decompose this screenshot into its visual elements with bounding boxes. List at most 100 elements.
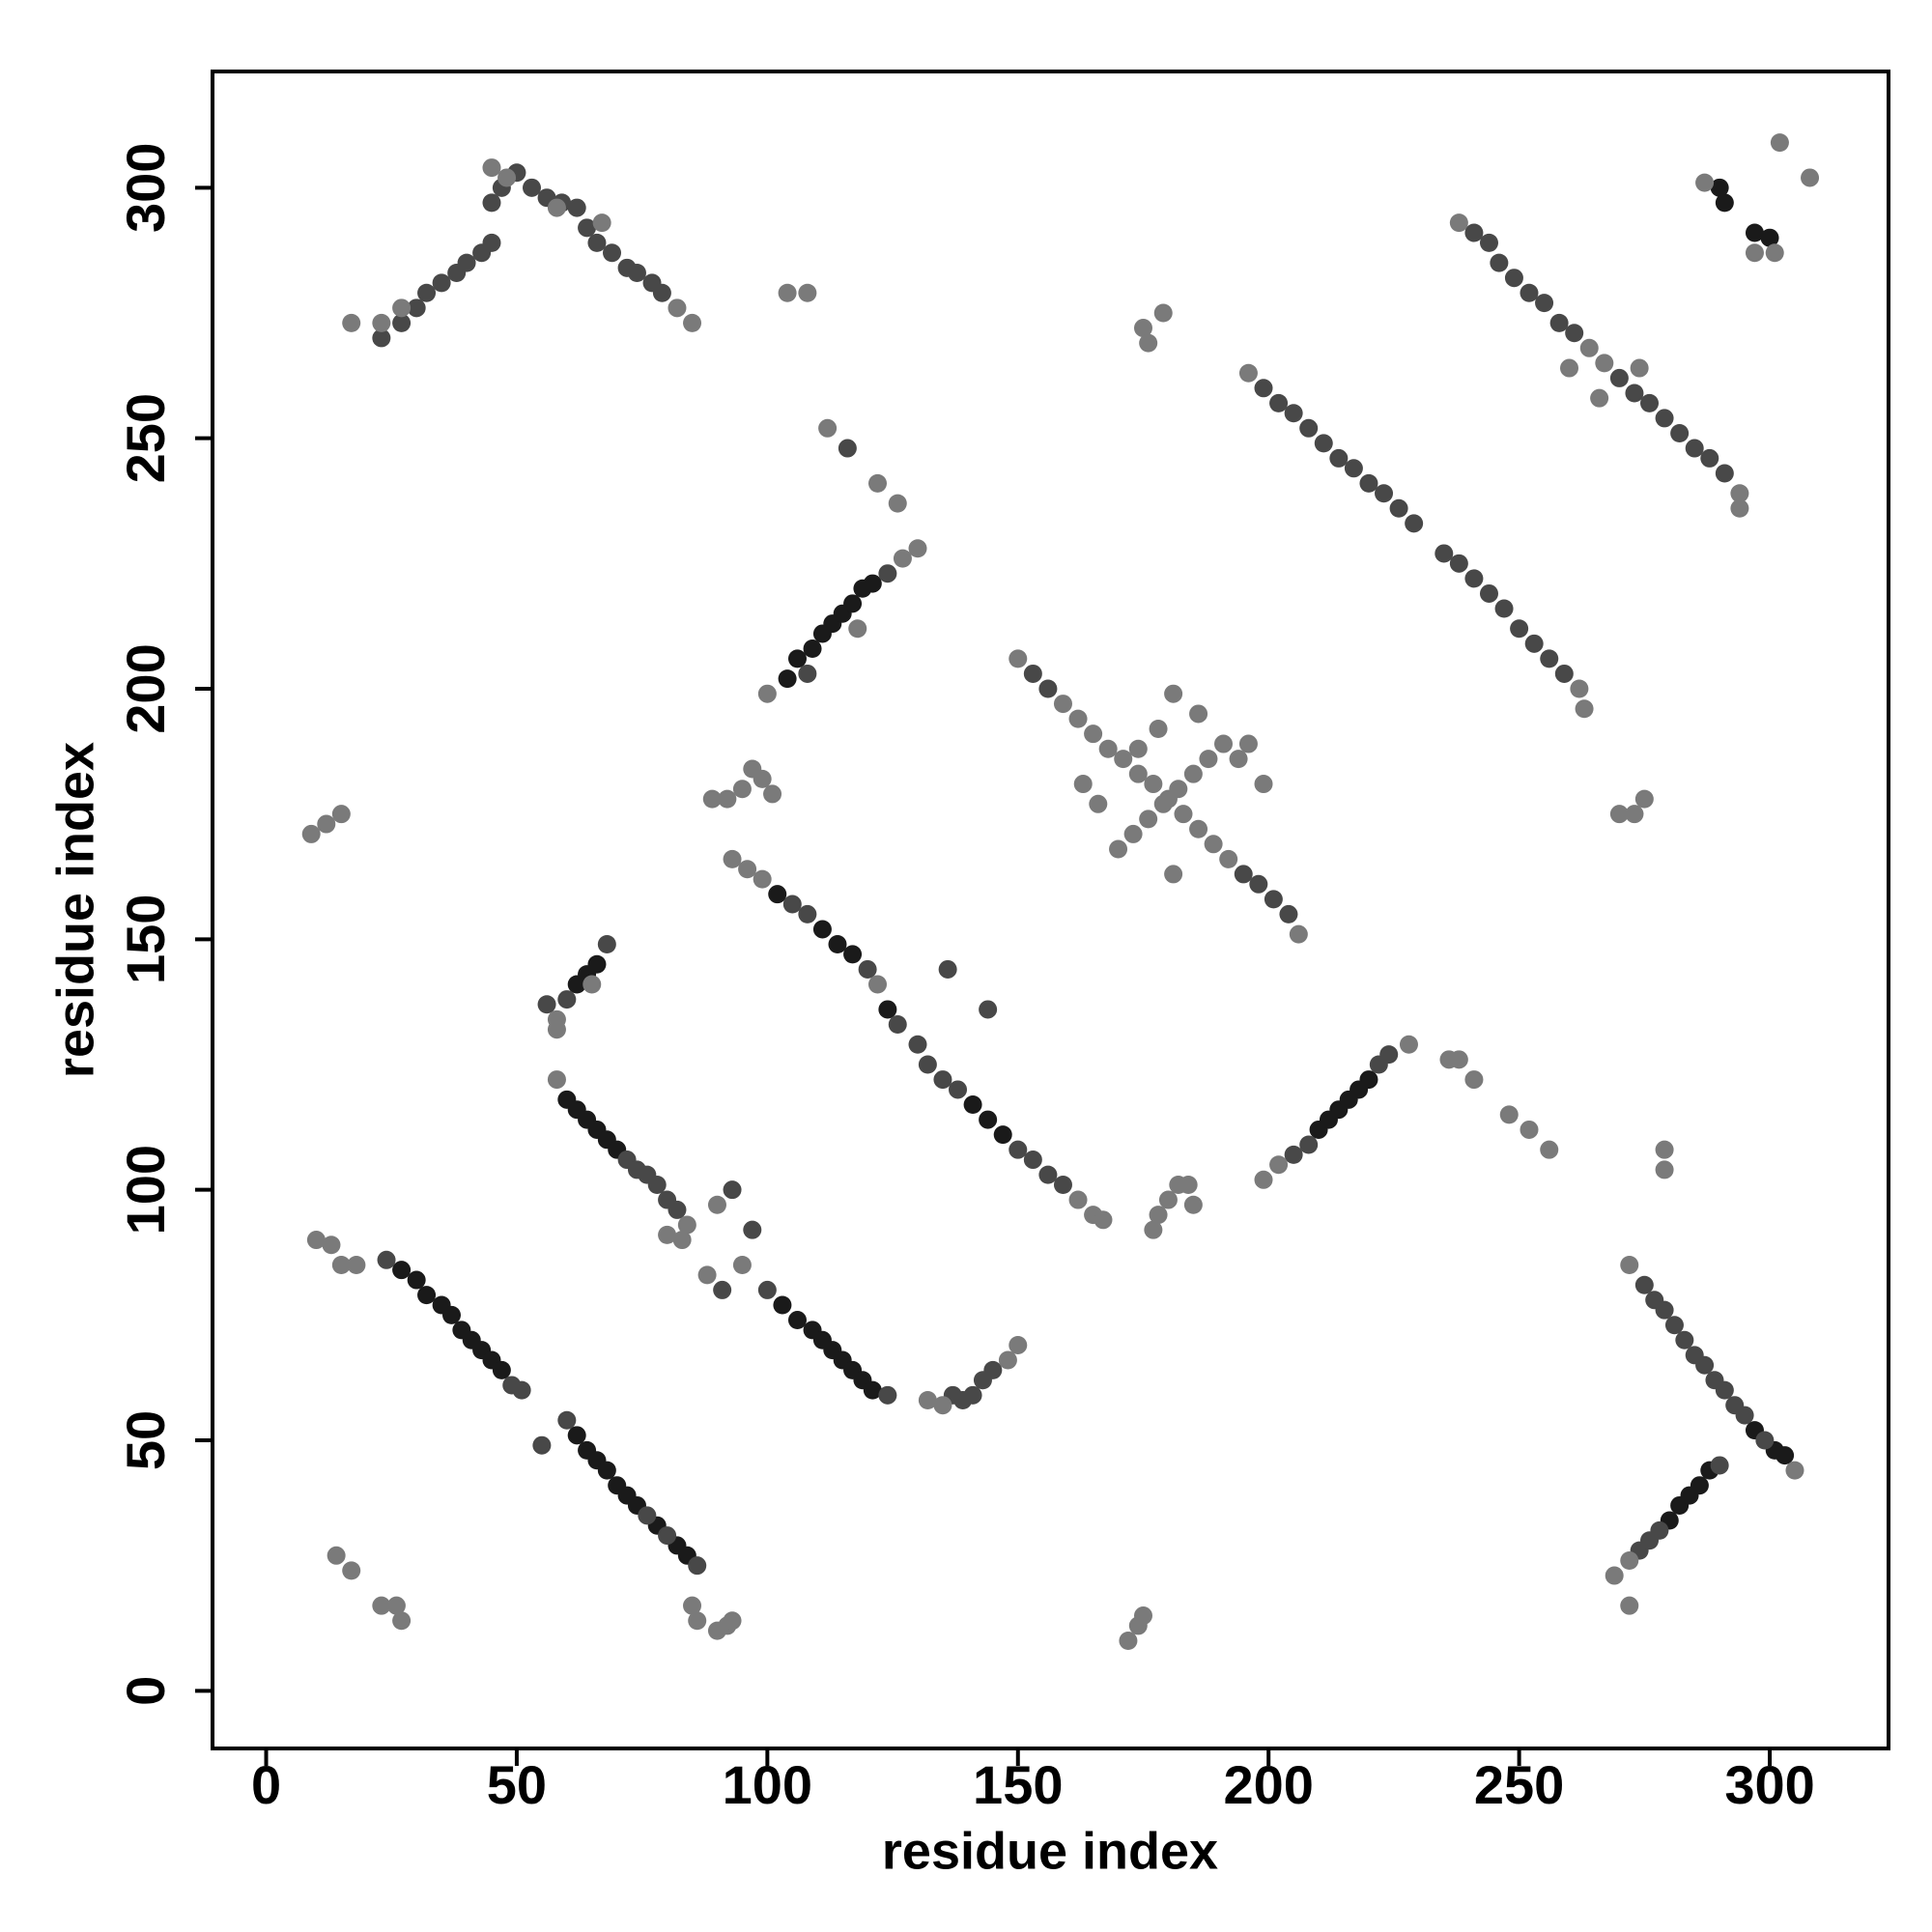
y-tick-label: 250 bbox=[115, 393, 176, 483]
point bbox=[652, 283, 671, 302]
point bbox=[1219, 849, 1238, 868]
point bbox=[868, 473, 888, 493]
point bbox=[753, 869, 772, 889]
point bbox=[1520, 283, 1539, 302]
y-tick-label: 300 bbox=[115, 143, 176, 233]
point bbox=[1770, 133, 1789, 153]
point bbox=[537, 995, 556, 1014]
point bbox=[1254, 1170, 1273, 1189]
point bbox=[372, 1596, 391, 1615]
point bbox=[417, 1286, 437, 1305]
point bbox=[1139, 333, 1158, 353]
point bbox=[1490, 253, 1509, 272]
x-tick-label: 150 bbox=[973, 1754, 1063, 1815]
point bbox=[1375, 484, 1394, 503]
point bbox=[1745, 223, 1764, 242]
point bbox=[578, 218, 597, 238]
point bbox=[763, 784, 782, 804]
point bbox=[532, 1435, 552, 1455]
point bbox=[1068, 709, 1088, 728]
point bbox=[1238, 734, 1258, 753]
point bbox=[372, 313, 391, 332]
point bbox=[377, 1250, 396, 1269]
point bbox=[868, 975, 888, 994]
point bbox=[482, 233, 501, 252]
point bbox=[557, 990, 577, 1009]
point bbox=[1510, 619, 1529, 639]
point bbox=[1009, 649, 1028, 668]
point bbox=[567, 198, 586, 217]
point bbox=[672, 1231, 692, 1250]
point bbox=[1213, 734, 1233, 753]
point bbox=[1634, 789, 1654, 809]
y-tick-label: 150 bbox=[115, 895, 176, 984]
y-tick-label: 100 bbox=[115, 1145, 176, 1235]
point bbox=[1098, 739, 1118, 758]
point bbox=[1183, 1195, 1203, 1214]
point bbox=[979, 1110, 998, 1129]
point bbox=[1119, 1631, 1138, 1650]
point bbox=[372, 328, 391, 348]
point bbox=[738, 860, 757, 879]
point bbox=[1620, 1255, 1639, 1274]
point bbox=[1329, 448, 1349, 468]
point bbox=[1089, 794, 1108, 813]
point bbox=[1084, 724, 1103, 744]
point bbox=[798, 283, 817, 302]
point bbox=[1038, 679, 1058, 698]
point bbox=[863, 1380, 882, 1400]
point bbox=[1690, 1476, 1709, 1495]
point bbox=[963, 1385, 982, 1405]
point bbox=[1715, 1380, 1734, 1400]
point bbox=[1776, 1446, 1795, 1465]
point bbox=[1664, 1316, 1684, 1335]
point bbox=[983, 1360, 1003, 1379]
point bbox=[1625, 805, 1644, 824]
point bbox=[1595, 354, 1614, 373]
point bbox=[1540, 1140, 1559, 1159]
y-tick-label: 200 bbox=[115, 643, 176, 733]
point bbox=[1094, 1210, 1113, 1230]
x-tick-label: 50 bbox=[487, 1754, 547, 1815]
point bbox=[858, 959, 877, 979]
point bbox=[342, 1561, 361, 1580]
point bbox=[1128, 764, 1148, 783]
point bbox=[1149, 1206, 1168, 1225]
point bbox=[908, 1035, 927, 1054]
point bbox=[1128, 739, 1148, 758]
point bbox=[843, 594, 863, 613]
point bbox=[1379, 1045, 1399, 1065]
point bbox=[1264, 890, 1283, 909]
point bbox=[1299, 1135, 1319, 1154]
point bbox=[457, 253, 476, 272]
point bbox=[331, 805, 351, 824]
point bbox=[1199, 750, 1218, 769]
point bbox=[1630, 358, 1649, 378]
point bbox=[547, 198, 566, 217]
point bbox=[908, 539, 927, 558]
point bbox=[1169, 780, 1188, 799]
point bbox=[757, 684, 777, 703]
point bbox=[773, 1295, 792, 1315]
point bbox=[1269, 393, 1289, 412]
point bbox=[1535, 294, 1554, 313]
point bbox=[1655, 409, 1674, 428]
point bbox=[1164, 865, 1183, 884]
point bbox=[688, 1556, 707, 1576]
point bbox=[392, 313, 412, 332]
point bbox=[1389, 498, 1408, 518]
point bbox=[592, 213, 611, 233]
point bbox=[597, 935, 616, 954]
point bbox=[1685, 439, 1704, 458]
point bbox=[1760, 228, 1779, 247]
point bbox=[1038, 1165, 1058, 1184]
point bbox=[1204, 835, 1223, 854]
point bbox=[757, 1280, 777, 1299]
point bbox=[1183, 764, 1203, 783]
point bbox=[1710, 178, 1729, 197]
point bbox=[1149, 719, 1168, 738]
point bbox=[1009, 1335, 1028, 1354]
point bbox=[798, 664, 817, 683]
point bbox=[1479, 583, 1498, 603]
point bbox=[812, 920, 832, 939]
